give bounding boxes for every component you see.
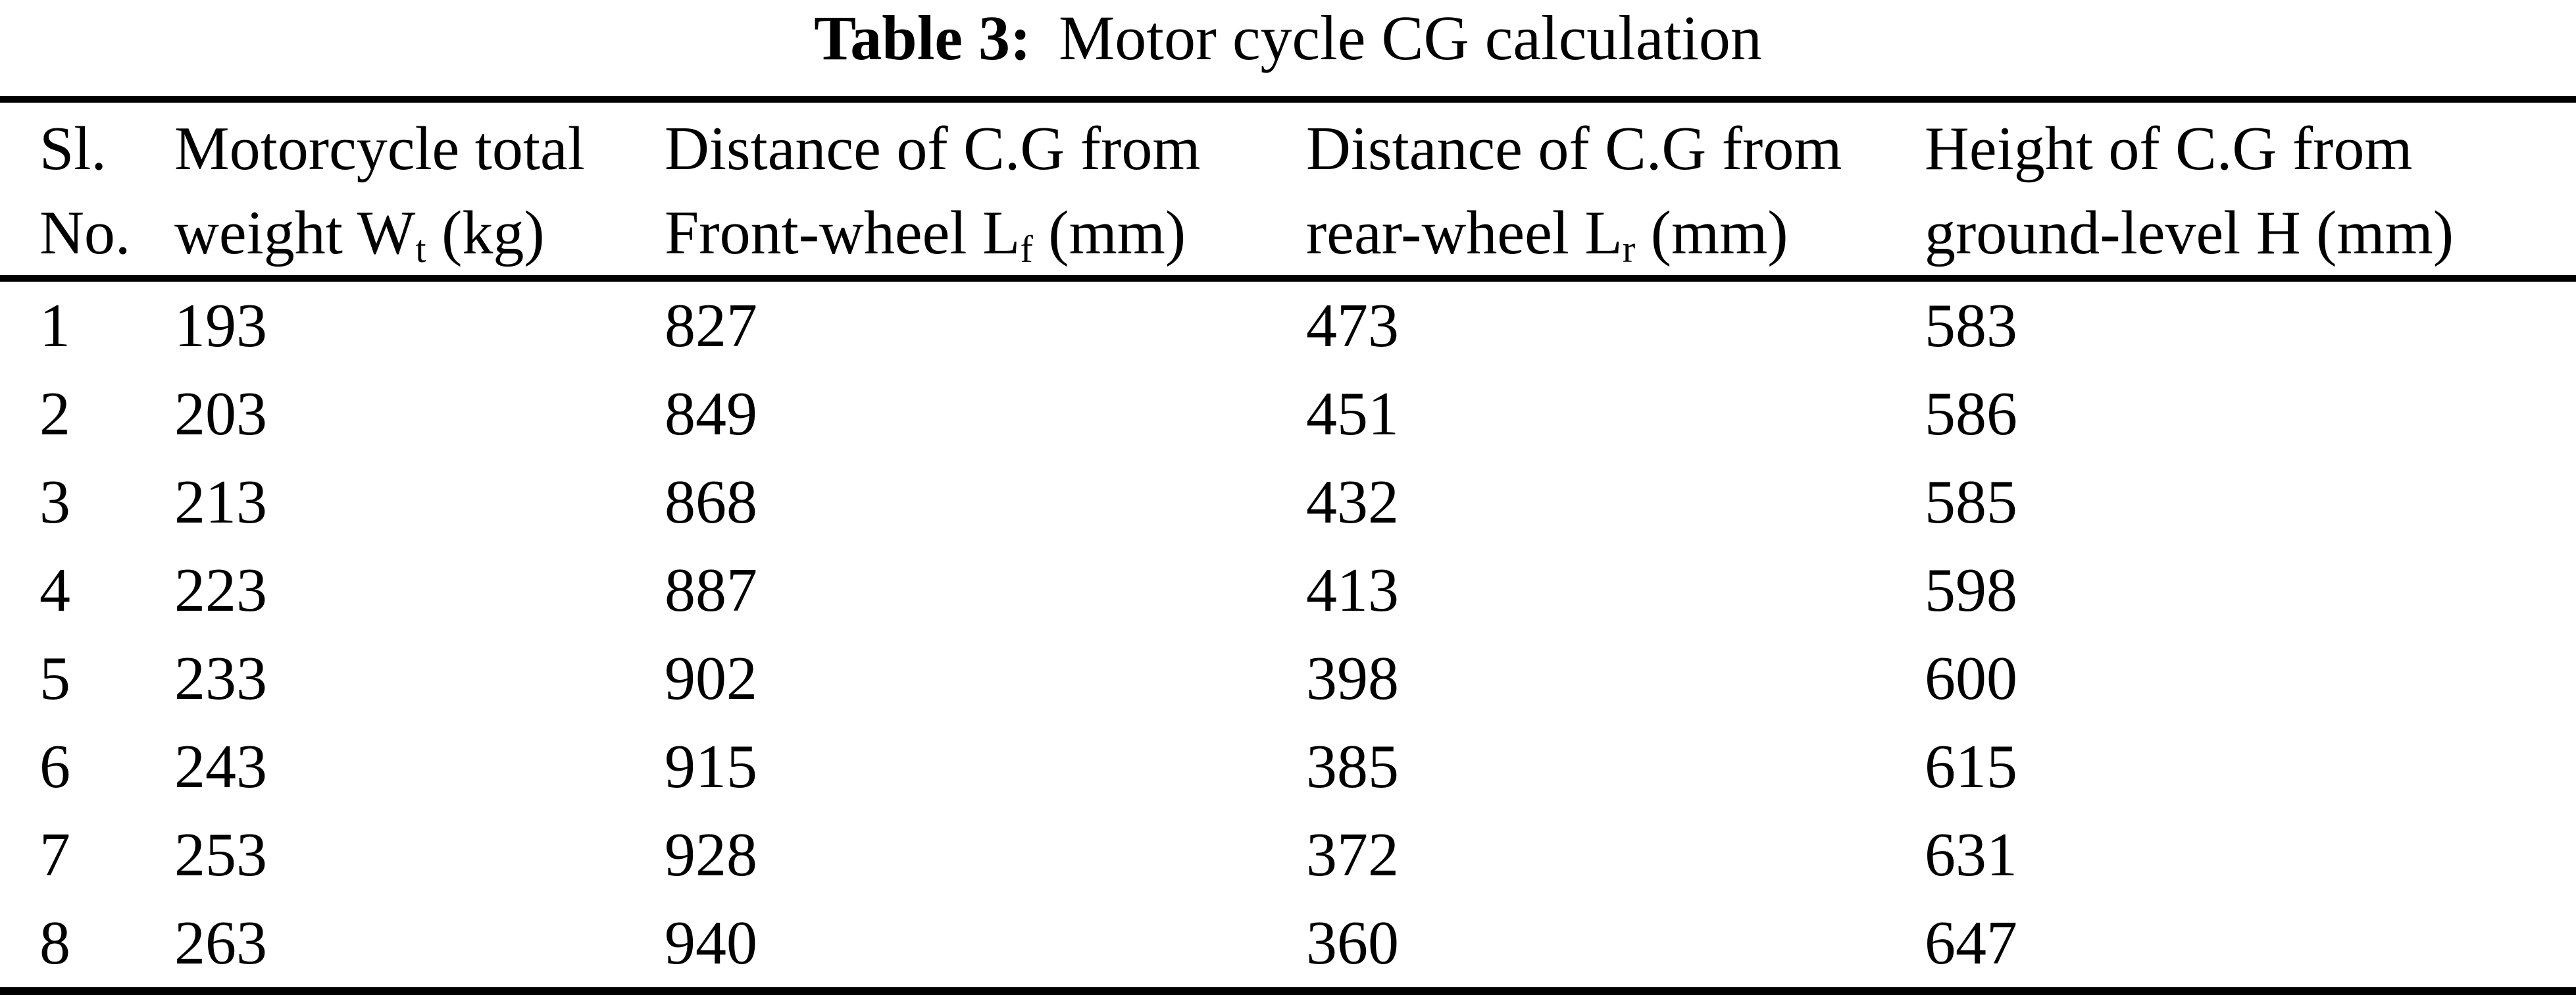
header-text: Front-wheel L <box>665 199 1021 267</box>
cell-sl-no: 2 <box>39 380 70 448</box>
header-line: ground-level H (mm) <box>1925 191 2576 275</box>
cell-sl-no: 4 <box>39 556 70 625</box>
cell-weight: 213 <box>174 468 267 536</box>
table-row: 6 243 915 385 615 <box>0 723 2576 811</box>
cell-height: 600 <box>1925 644 2017 713</box>
cell-front-distance: 868 <box>665 468 757 536</box>
header-text: weight W <box>174 199 416 267</box>
header-subscript: r <box>1622 227 1636 270</box>
header-text: Distance of C.G from <box>1306 115 1842 183</box>
cell-sl-no: 6 <box>39 733 70 801</box>
cell-sl-no: 3 <box>39 468 70 536</box>
cell-weight: 253 <box>174 821 267 889</box>
table-row: 4 223 887 413 598 <box>0 546 2576 634</box>
header-text: (mm) <box>2300 199 2454 267</box>
cell-weight: 193 <box>174 292 267 360</box>
header-line: Distance of C.G from <box>1306 107 1925 191</box>
cg-calculation-table: Sl. No. Motorcycle total weight Wt (kg) … <box>0 96 2576 995</box>
header-line: No. <box>39 191 174 275</box>
header-line: Height of C.G from <box>1925 107 2576 191</box>
header-line: Front-wheel Lf (mm) <box>665 191 1306 275</box>
cell-rear-distance: 372 <box>1306 821 1399 889</box>
cell-rear-distance: 451 <box>1306 380 1399 448</box>
header-line: rear-wheel Lr (mm) <box>1306 191 1925 275</box>
header-line: Sl. <box>39 107 174 191</box>
table-row: 8 263 940 360 647 <box>0 899 2576 991</box>
header-line: weight Wt (kg) <box>174 191 665 275</box>
header-text: Height of C.G from <box>1925 115 2413 183</box>
cell-weight: 243 <box>174 733 267 801</box>
header-subscript: t <box>415 227 426 270</box>
header-text: Sl. <box>39 115 107 183</box>
cell-rear-distance: 360 <box>1306 909 1399 977</box>
cell-front-distance: 940 <box>665 909 757 977</box>
caption-text: Motor cycle CG calculation <box>1058 3 1762 73</box>
col-header-cg-front-distance: Distance of C.G from Front-wheel Lf (mm) <box>665 99 1306 282</box>
cell-rear-distance: 398 <box>1306 644 1399 713</box>
table-caption: Table 3: Motor cycle CG calculation <box>0 0 2576 96</box>
col-header-cg-height: Height of C.G from ground-level H (mm) <box>1925 99 2576 282</box>
header-text: (mm) <box>1032 199 1186 267</box>
cell-front-distance: 915 <box>665 733 757 801</box>
col-header-cg-rear-distance: Distance of C.G from rear-wheel Lr (mm) <box>1306 99 1925 282</box>
header-subscript: f <box>1020 227 1033 270</box>
col-header-total-weight: Motorcycle total weight Wt (kg) <box>174 99 665 282</box>
cell-front-distance: 887 <box>665 556 757 625</box>
cell-weight: 223 <box>174 556 267 625</box>
header-text: Distance of C.G from <box>665 115 1201 183</box>
table-row: 5 233 902 398 600 <box>0 634 2576 723</box>
cell-rear-distance: 432 <box>1306 468 1399 536</box>
cell-sl-no: 8 <box>39 909 70 977</box>
table-row: 7 253 928 372 631 <box>0 811 2576 899</box>
cell-sl-no: 5 <box>39 644 70 713</box>
table-row: 1 193 827 473 583 <box>0 278 2576 370</box>
cell-sl-no: 7 <box>39 821 70 889</box>
cell-front-distance: 902 <box>665 644 757 713</box>
header-text: rear-wheel L <box>1306 199 1623 267</box>
cell-height: 647 <box>1925 909 2017 977</box>
header-line: Distance of C.G from <box>665 107 1306 191</box>
header-text: No. <box>39 199 131 267</box>
cell-front-distance: 827 <box>665 292 757 360</box>
caption-label: Table 3: <box>814 3 1031 73</box>
table-row: 2 203 849 451 586 <box>0 370 2576 458</box>
cell-height: 615 <box>1925 733 2017 801</box>
cell-height: 631 <box>1925 821 2017 889</box>
col-header-sl-no: Sl. No. <box>0 99 174 282</box>
header-text: Motorcycle total <box>174 115 585 183</box>
header-text: (kg) <box>426 199 545 267</box>
cell-height: 598 <box>1925 556 2017 625</box>
cell-height: 583 <box>1925 292 2017 360</box>
cell-height: 586 <box>1925 380 2017 448</box>
cell-sl-no: 1 <box>39 292 70 360</box>
cell-rear-distance: 473 <box>1306 292 1399 360</box>
cell-front-distance: 928 <box>665 821 757 889</box>
cell-weight: 203 <box>174 380 267 448</box>
cell-weight: 263 <box>174 909 267 977</box>
table-row: 3 213 868 432 585 <box>0 458 2576 546</box>
cell-rear-distance: 385 <box>1306 733 1399 801</box>
cell-rear-distance: 413 <box>1306 556 1399 625</box>
header-row: Sl. No. Motorcycle total weight Wt (kg) … <box>0 99 2576 282</box>
cell-front-distance: 849 <box>665 380 757 448</box>
header-line: Motorcycle total <box>174 107 665 191</box>
cell-height: 585 <box>1925 468 2017 536</box>
header-text: (mm) <box>1635 199 1788 267</box>
header-text: ground-level H <box>1925 199 2301 267</box>
cell-weight: 233 <box>174 644 267 713</box>
